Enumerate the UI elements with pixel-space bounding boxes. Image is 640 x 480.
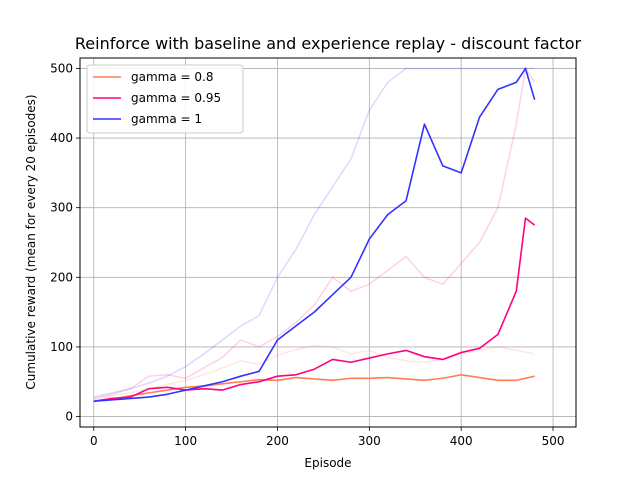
series-line: [93, 67, 536, 403]
series-lines: [93, 67, 536, 403]
y-tick-label: 200: [50, 270, 73, 284]
series-raw-line: [93, 344, 535, 401]
x-tick-label: 400: [450, 434, 473, 448]
legend-label: gamma = 1: [131, 112, 202, 126]
raw-data-bands: [93, 66, 536, 401]
y-tick-label: 400: [50, 131, 73, 145]
legend-label: gamma = 0.95: [131, 91, 221, 105]
y-axis-ticks: 0 100 200 300 400 500: [50, 61, 80, 424]
x-tick-label: 0: [90, 434, 98, 448]
x-tick-label: 200: [266, 434, 289, 448]
plot-frame: [79, 57, 577, 428]
x-tick-label: 500: [542, 434, 565, 448]
y-tick-label: 500: [50, 61, 73, 75]
series-line: [93, 373, 535, 403]
series-raw-line: [93, 67, 535, 398]
legend: gamma = 0.8 gamma = 0.95 gamma = 1: [86, 64, 244, 134]
grid: [80, 58, 576, 427]
y-axis-label: Cumulative reward (mean for every 20 epi…: [24, 94, 38, 389]
series-line: [93, 217, 536, 403]
legend-box: [86, 64, 244, 134]
series-raw-line: [93, 66, 536, 400]
y-tick-label: 100: [50, 340, 73, 354]
y-tick-label: 0: [65, 410, 73, 424]
x-tick-label: 100: [174, 434, 197, 448]
y-tick-label: 300: [50, 201, 73, 215]
x-tick-label: 300: [358, 434, 381, 448]
x-axis-label: Episode: [304, 456, 351, 470]
chart-title: Reinforce with baseline and experience r…: [75, 34, 582, 53]
x-axis-ticks: 0 100 200 300 400 500: [90, 427, 565, 448]
legend-label: gamma = 0.8: [131, 70, 213, 84]
